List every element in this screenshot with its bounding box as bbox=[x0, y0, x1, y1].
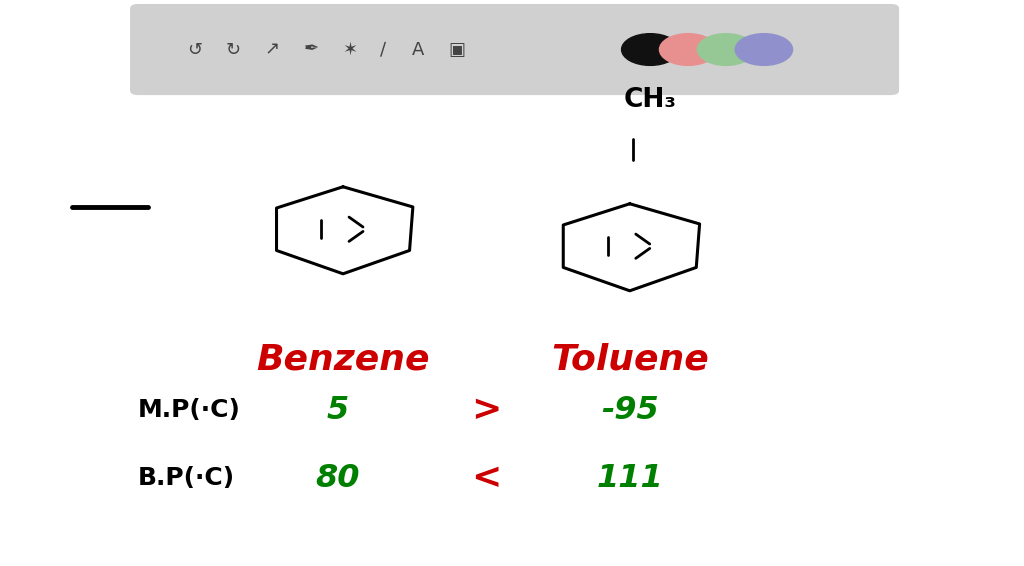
Circle shape bbox=[697, 34, 755, 66]
Text: ✒: ✒ bbox=[304, 41, 318, 58]
Text: 111: 111 bbox=[596, 463, 664, 494]
Text: -95: -95 bbox=[601, 395, 658, 426]
Circle shape bbox=[659, 34, 717, 66]
Text: A: A bbox=[412, 41, 424, 58]
Text: <: < bbox=[471, 461, 502, 495]
Text: M.P(·C): M.P(·C) bbox=[138, 398, 241, 422]
Circle shape bbox=[735, 34, 793, 66]
Text: ▣: ▣ bbox=[449, 41, 465, 58]
Text: B.P(·C): B.P(·C) bbox=[138, 466, 236, 490]
Circle shape bbox=[622, 34, 679, 66]
Text: ✶: ✶ bbox=[343, 41, 357, 58]
Text: Toluene: Toluene bbox=[551, 342, 709, 376]
Text: ↺: ↺ bbox=[187, 41, 202, 58]
Text: ↻: ↻ bbox=[226, 41, 241, 58]
Text: ↗: ↗ bbox=[265, 41, 280, 58]
Text: Benzene: Benzene bbox=[256, 342, 430, 376]
Text: >: > bbox=[471, 393, 502, 427]
Text: CH₃: CH₃ bbox=[624, 87, 677, 113]
Text: 5: 5 bbox=[327, 395, 349, 426]
Text: 80: 80 bbox=[315, 463, 360, 494]
FancyBboxPatch shape bbox=[130, 4, 899, 95]
Text: ∕: ∕ bbox=[380, 41, 386, 58]
